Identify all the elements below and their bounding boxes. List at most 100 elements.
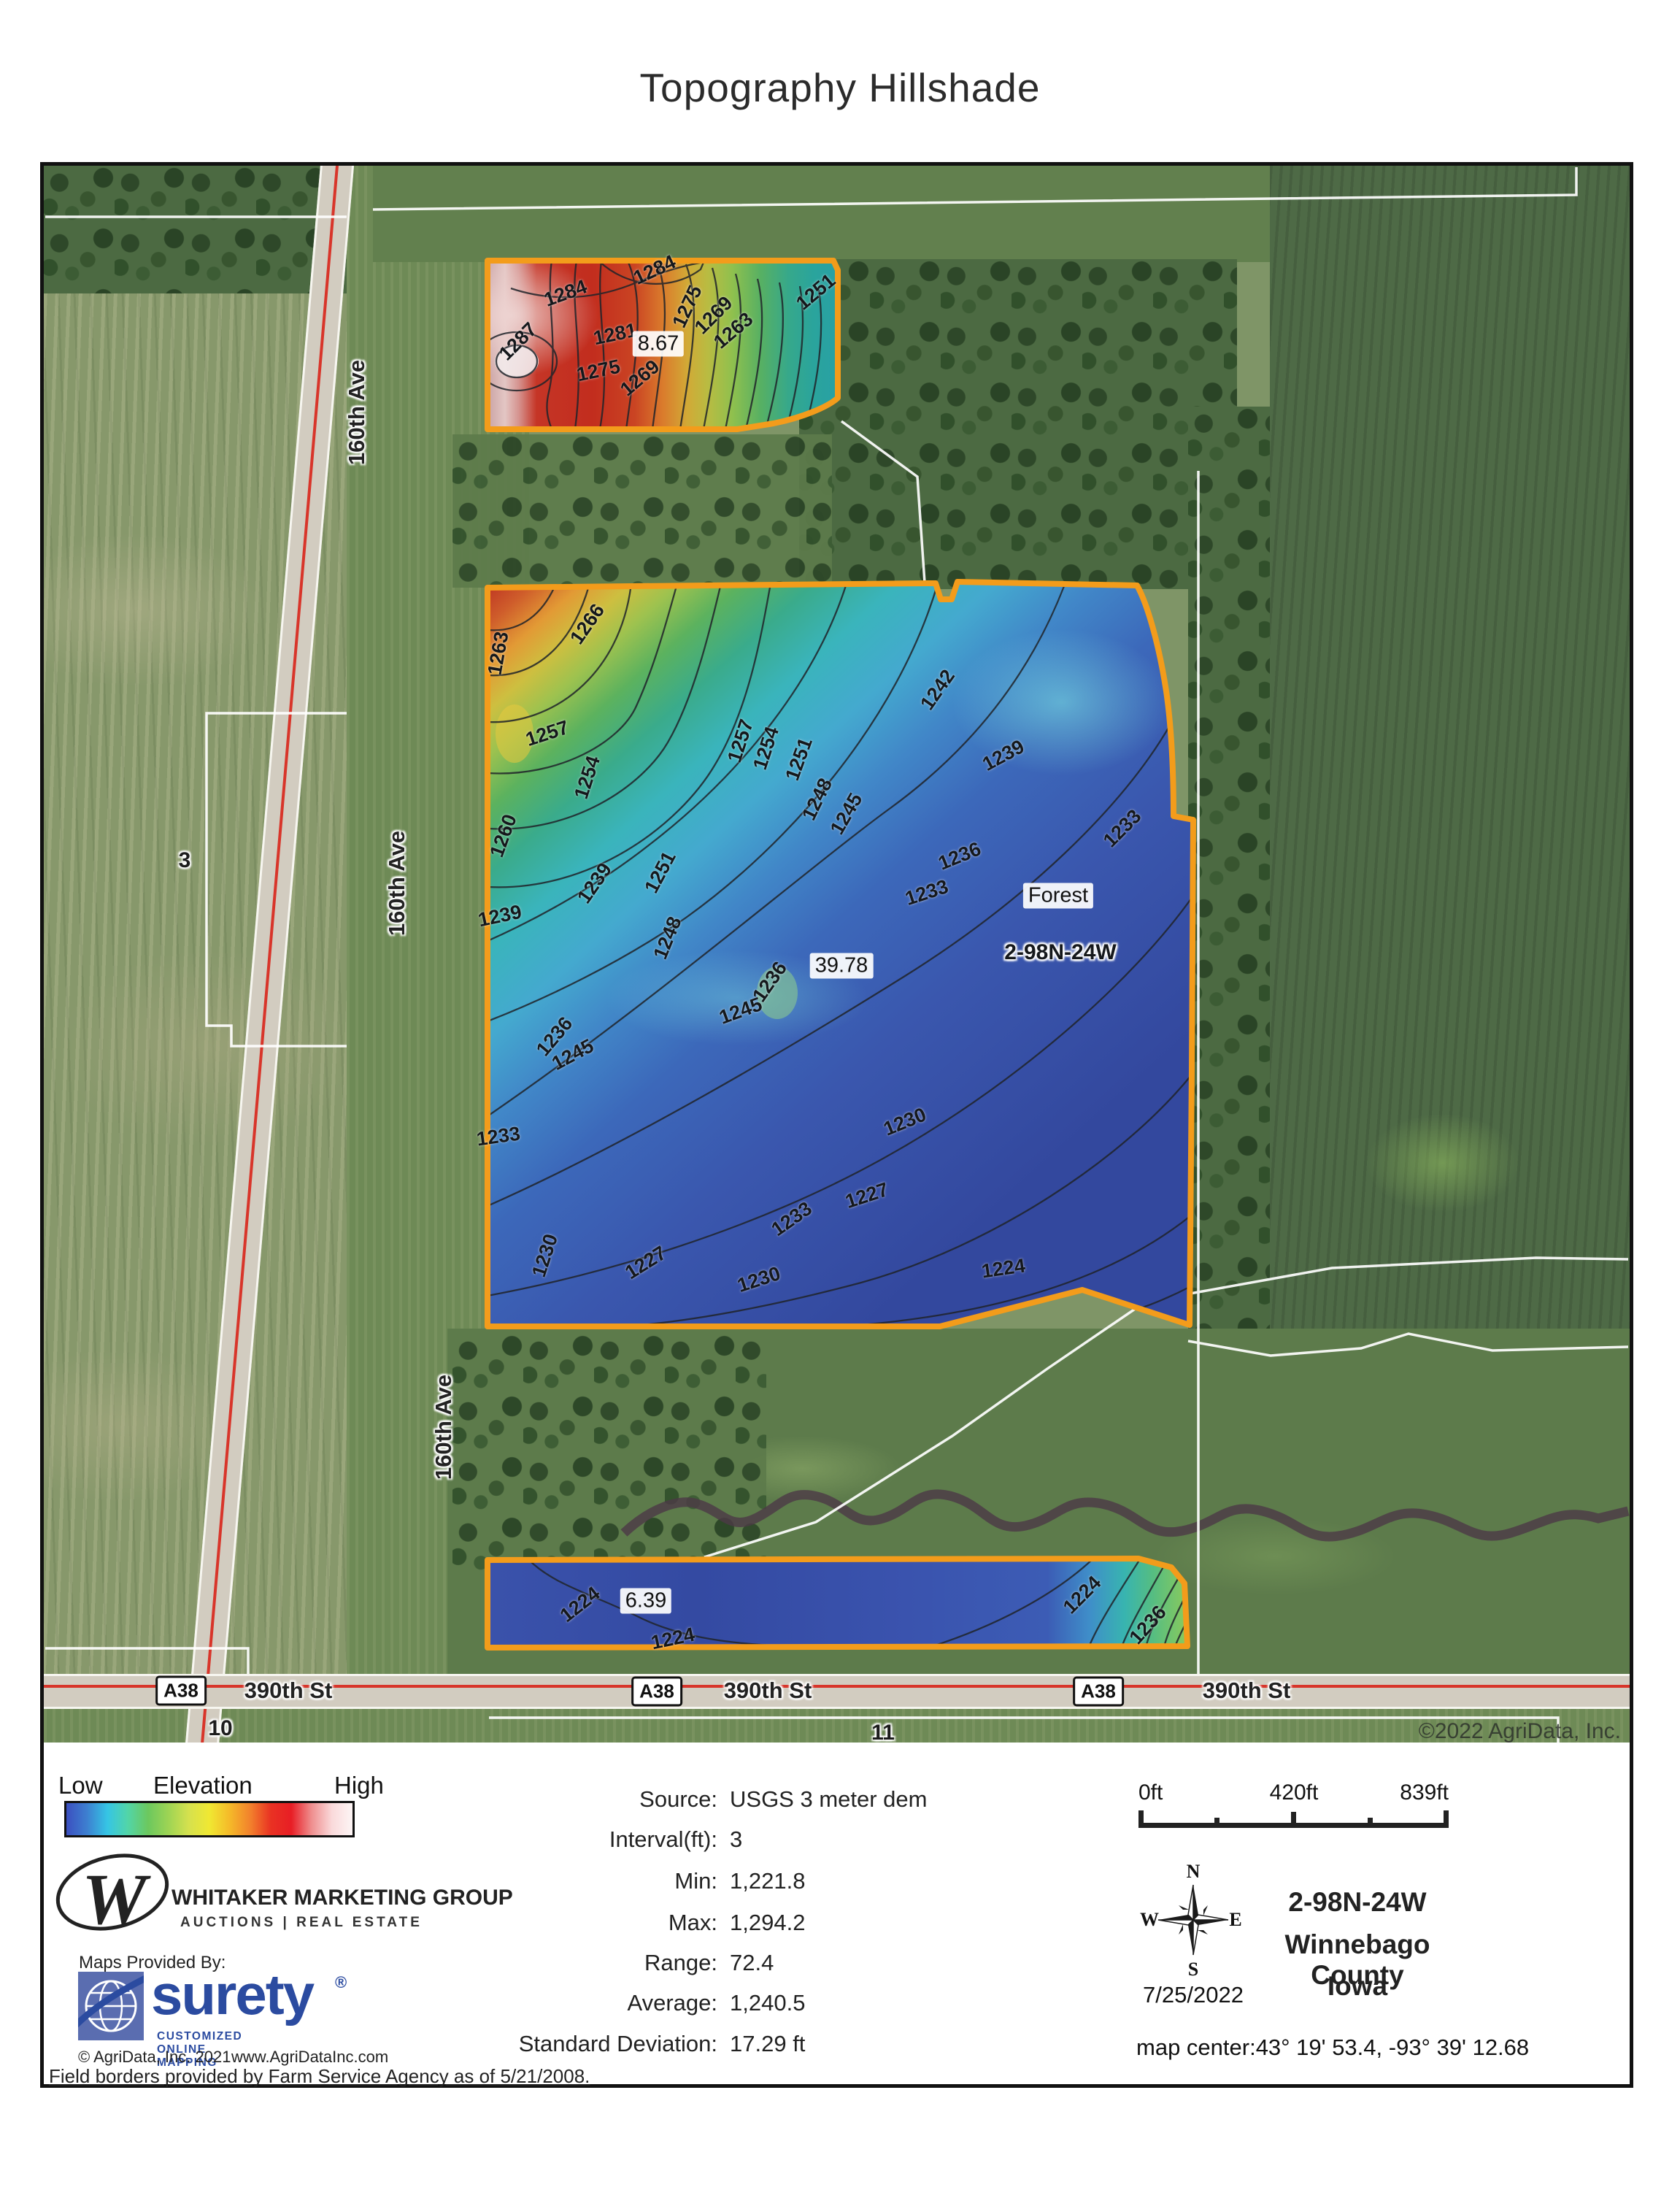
scale-mid-label: 420ft <box>1269 1780 1319 1805</box>
legend-elevation-label: Elevation <box>153 1772 253 1799</box>
scale-tick <box>1291 1812 1296 1828</box>
map-canvas: 1284 1284 1287 1281 1275 1269 1263 1275 1269 1251… <box>40 162 1633 1750</box>
page-title: Topography Hillshade <box>639 65 1041 110</box>
parcel-3-fill <box>488 1559 1187 1648</box>
street-name-label: 390th St <box>723 1678 812 1703</box>
parcel-1-outline <box>485 258 841 432</box>
surety-registered-mark: ® <box>335 1973 347 1991</box>
road-name-label: 160th Ave <box>344 359 369 466</box>
location-township: 2-98N-24W <box>1288 1887 1427 1917</box>
compass-star <box>1157 1884 1229 1956</box>
road-name-label: 160th Ave <box>384 830 409 937</box>
contour-elevation-label: 1239 <box>573 858 617 907</box>
whitaker-name: WHITAKER MARKETING GROUP <box>172 1886 513 1910</box>
location-state: Iowa <box>1327 1971 1388 2001</box>
contour-elevation-label: 1233 <box>902 875 952 910</box>
agridata-url: www.AgriDataInc.com <box>231 2048 389 2066</box>
contours-parcel-2 <box>488 583 1193 1326</box>
compass-s: S <box>1188 1959 1198 1980</box>
scale-end-label: 839ft <box>1400 1780 1449 1805</box>
stat-average-label: Average: <box>627 1990 717 2016</box>
aerial-grove-mid <box>452 434 832 588</box>
legend-panel: Low Elevation High W WHITAKER MARKETING … <box>40 1743 1633 2088</box>
stat-max-value: 1,294.2 <box>730 1910 806 1935</box>
surety-tagline: CUSTOMIZED ONLINE MAPPING <box>157 2030 243 2069</box>
stat-average-value: 1,240.5 <box>730 1990 806 2016</box>
contour-elevation-label: 1233 <box>475 1122 522 1150</box>
road-name-label: 160th Ave <box>431 1374 456 1480</box>
street-name-label: 390th St <box>244 1678 333 1703</box>
highway-badge: A38 <box>631 1676 682 1707</box>
highway-badge: A38 <box>1073 1676 1124 1707</box>
scale-bar <box>1138 1810 1449 1828</box>
parcel-number-label: 10 <box>208 1716 233 1740</box>
map-date: 7/25/2022 <box>1143 1982 1244 2008</box>
stat-range-label: Range: <box>644 1950 717 1975</box>
map-copyright: ©2022 AgriData, Inc. <box>1418 1719 1621 1743</box>
compass-n: N <box>1187 1861 1201 1882</box>
scale-start-label: 0ft <box>1138 1780 1163 1805</box>
scale-tick <box>1138 1810 1144 1828</box>
stat-stddev-value: 17.29 ft <box>730 2031 806 2056</box>
aerial-forest-north <box>799 259 1237 589</box>
parcel-area-label: 6.39 <box>620 1588 672 1614</box>
whitaker-tagline: AUCTIONS | REAL ESTATE <box>180 1915 423 1930</box>
creek <box>620 1489 1630 1542</box>
stat-interval-value: 3 <box>730 1826 743 1852</box>
road-centerline <box>44 1685 1630 1688</box>
contours-parcel-1 <box>488 261 822 429</box>
stat-stddev-label: Standard Deviation: <box>518 2031 717 2056</box>
parcel-number-label: 3 <box>178 848 191 872</box>
whitaker-logo-icon: W <box>55 1853 169 1940</box>
scale-tick <box>1214 1818 1219 1828</box>
contour-elevation-label: 1275 <box>574 355 623 386</box>
contour-elevation-label: 1251 <box>781 734 817 784</box>
contour-elevation-label: 1284 <box>630 250 679 289</box>
contour-elevation-label: 1239 <box>979 735 1028 775</box>
stat-min-label: Min: <box>674 1868 717 1894</box>
contour-elevation-label: 1284 <box>541 275 590 311</box>
highway-badge: A38 <box>155 1675 207 1706</box>
compass-e: E <box>1229 1909 1241 1930</box>
contour-elevation-label: 1236 <box>1125 1601 1171 1649</box>
stat-interval-label: Interval(ft): <box>609 1826 717 1852</box>
contour-elevation-label: 1254 <box>569 753 605 802</box>
contour-elevation-label: 1236 <box>935 837 985 875</box>
parcel-area-label: 39.78 <box>809 953 874 979</box>
parcel-area-label: 8.67 <box>632 331 685 357</box>
road-390th-st <box>44 1674 1630 1709</box>
svg-text:W: W <box>82 1859 151 1940</box>
stat-source-value: USGS 3 meter dem <box>730 1786 928 1812</box>
maps-provided-by: Maps Provided By: <box>79 1953 226 1972</box>
map-labels-layer: 1284 1284 1287 1281 1275 1269 1263 1275 1269 1251… <box>44 166 1630 1746</box>
contour-elevation-label: 1227 <box>621 1241 671 1284</box>
contour-elevation-label: 1224 <box>649 1623 697 1654</box>
contour-elevation-label: 1263 <box>483 629 513 677</box>
legend-low-label: Low <box>58 1772 103 1799</box>
contour-elevation-label: 1230 <box>527 1231 563 1280</box>
field-borders-note: Field borders provided by Farm Service A… <box>49 2065 590 2087</box>
elevation-gradient-bar <box>64 1801 355 1837</box>
contour-elevation-label: 1269 <box>616 355 664 401</box>
contour-elevation-label: 1260 <box>485 811 521 861</box>
aerial-top-band <box>373 166 1278 262</box>
parcel-number-label: 11 <box>871 1721 895 1745</box>
contour-elevation-label: 1230 <box>880 1103 930 1140</box>
parcel-2-outline <box>485 579 1196 1329</box>
contour-elevation-label: 1224 <box>1058 1571 1106 1618</box>
contour-elevation-label: 1251 <box>792 269 840 315</box>
map-center-coords: map center:43° 19' 53.4, -93° 39' 12.68 <box>1136 2035 1530 2060</box>
stat-source-label: Source: <box>639 1786 717 1812</box>
stat-min-value: 1,221.8 <box>730 1868 806 1894</box>
contour-elevation-label: 1239 <box>476 900 524 931</box>
section-township-label: 2-98N-24W <box>1004 940 1117 964</box>
compass-w: W <box>1140 1909 1159 1930</box>
stat-max-label: Max: <box>668 1910 717 1935</box>
legend-high-label: High <box>334 1772 384 1799</box>
contour-elevation-label: 1257 <box>523 715 572 751</box>
contour-elevation-label: 1245 <box>825 789 867 839</box>
scale-tick <box>1368 1818 1373 1828</box>
agridata-copyright: © AgriData, Inc. 2021 <box>78 2048 231 2066</box>
contour-elevation-label: 1287 <box>494 318 542 365</box>
